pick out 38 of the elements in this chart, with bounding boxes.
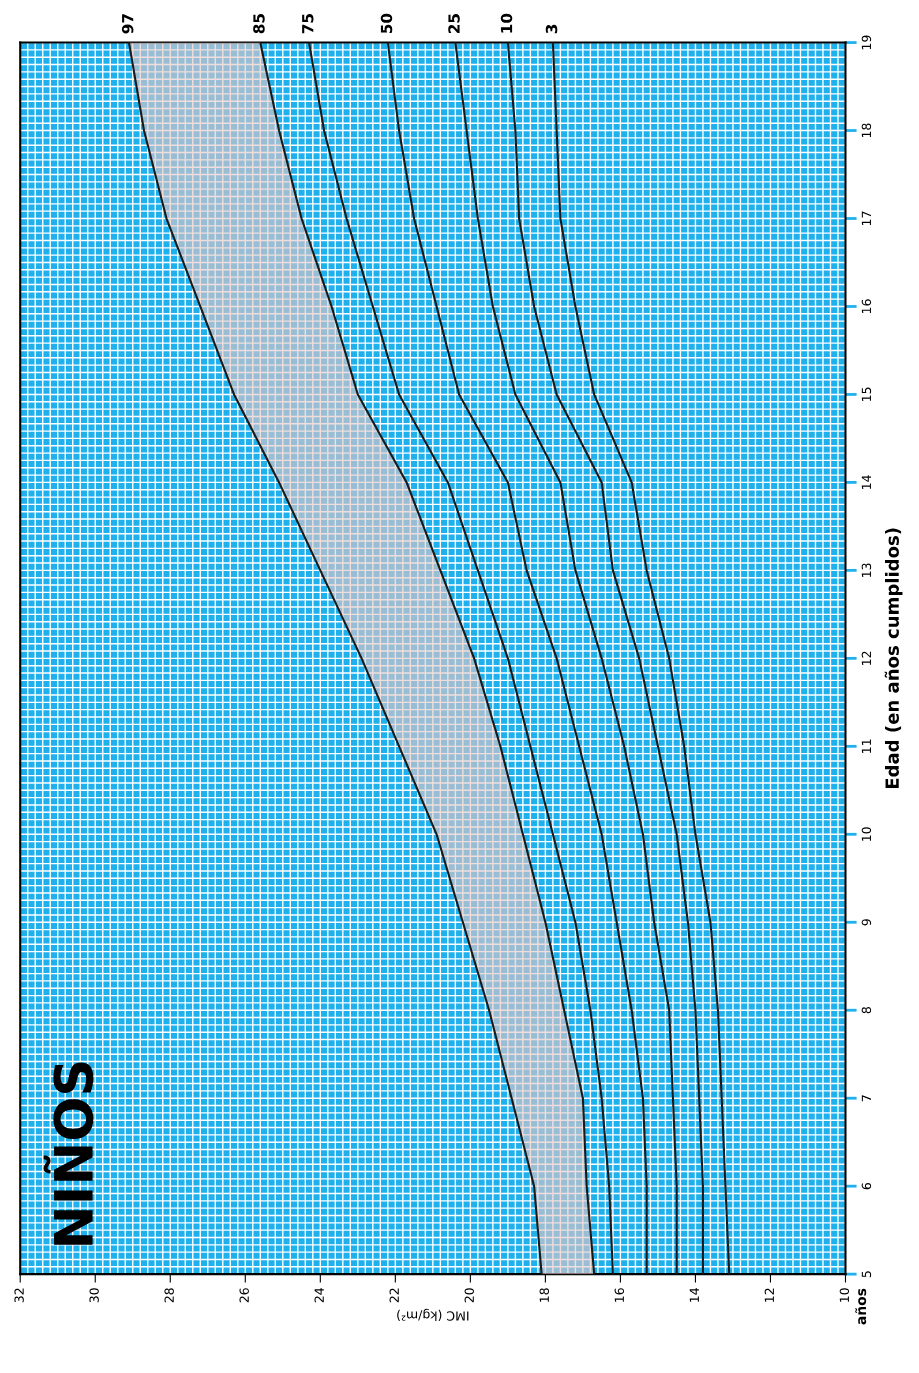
x-axis-title: IMC (kg/m²) [397, 1308, 469, 1321]
x-tick-label: 20 [464, 1288, 474, 1303]
text: 97 [121, 14, 134, 34]
text: 50 [380, 13, 393, 34]
y-axis-title: Edad (en años cumplidos) [884, 528, 903, 789]
text: 10 [500, 13, 513, 33]
x-tick-label: 14 [689, 1288, 699, 1302]
y-tick-label: 14 [861, 475, 871, 489]
y-tick-label: 18 [861, 123, 872, 138]
y-tick-label: 9 [861, 919, 872, 926]
x-tick-label: 10 [839, 1288, 850, 1302]
y-tick-label: 10 [861, 827, 872, 841]
y-tick-label: 8 [861, 1007, 872, 1014]
y-tick-label: 19 [861, 35, 872, 50]
x-tick-label: 32 [14, 1288, 24, 1303]
text: NIÑOS [43, 1062, 94, 1245]
text: 75 [302, 14, 314, 34]
y-tick-label: 15 [861, 387, 872, 402]
x-tick-label: 24 [314, 1288, 324, 1303]
x-tick-label: 12 [764, 1288, 774, 1302]
y-tick-label: 17 [861, 211, 871, 226]
y-tick-label: 11 [861, 739, 871, 753]
text: 85 [253, 14, 265, 34]
y-tick-label: 12 [861, 651, 871, 665]
x-tick-label: 18 [539, 1288, 550, 1302]
x-tick-label: 30 [89, 1288, 99, 1303]
y-tick-label: 13 [861, 563, 872, 577]
text: 25 [448, 14, 460, 34]
text: años [855, 1288, 867, 1325]
x-tick-label: 22 [389, 1288, 399, 1303]
y-tick-label: 6 [861, 1182, 872, 1190]
x-tick-label: 26 [239, 1288, 249, 1303]
text: 3 [545, 24, 558, 34]
x-tick-label: 16 [614, 1288, 625, 1302]
x-tick-label: 28 [164, 1288, 174, 1303]
y-tick-label: 7 [861, 1095, 871, 1102]
y-tick-label: 16 [861, 299, 872, 314]
y-tick-label: 5 [861, 1271, 872, 1278]
